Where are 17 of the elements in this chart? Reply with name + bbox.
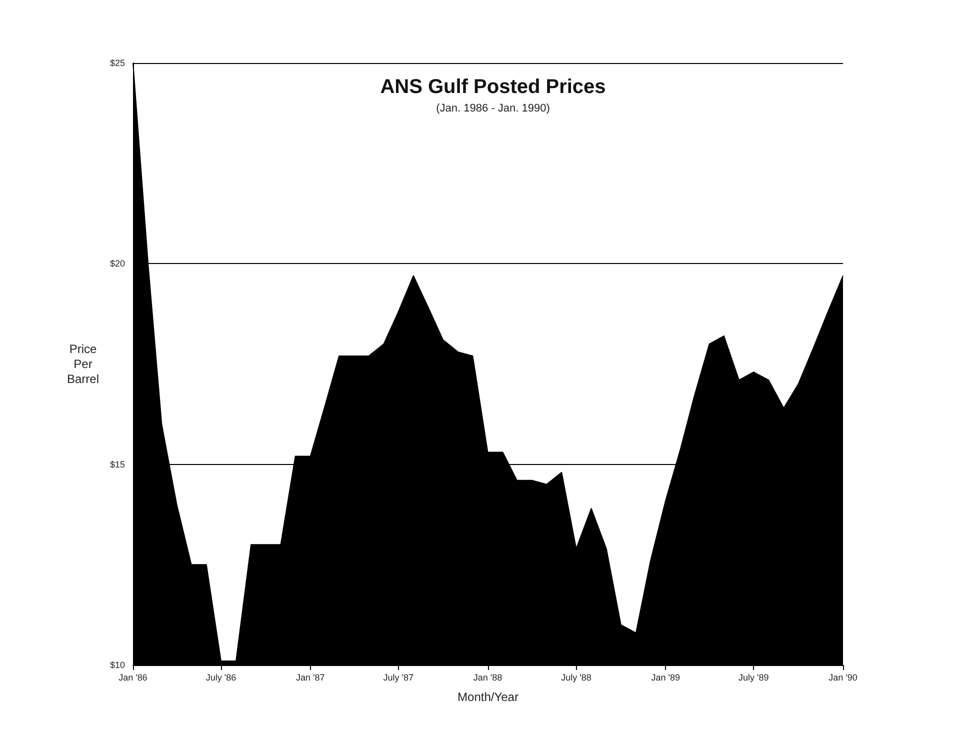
y-tick-label: $15 [110, 459, 125, 470]
x-tick-label: July '86 [206, 672, 236, 682]
x-tick-label: July '87 [383, 672, 414, 682]
x-tick-label: July '89 [738, 672, 769, 682]
x-tick-label: Jan '90 [828, 672, 858, 682]
x-tick-label: Jan '89 [651, 672, 680, 682]
x-tick-label: Jan '87 [296, 672, 325, 682]
y-tick-label: $10 [110, 660, 125, 670]
x-tick-label: Jan '88 [473, 672, 502, 682]
y-axis-title: Price Per Barrel [66, 342, 100, 386]
text: ANS Gulf Posted Prices [380, 76, 606, 98]
text: (Jan. 1986 - Jan. 1990) [436, 102, 550, 114]
x-axis-title: Month/Year [458, 690, 518, 704]
x-tick-label: Jan '86 [118, 672, 148, 682]
y-tick-label: $20 [110, 258, 125, 269]
x-tick-label: July '88 [561, 672, 592, 682]
y-tick-label: $25 [110, 58, 125, 68]
